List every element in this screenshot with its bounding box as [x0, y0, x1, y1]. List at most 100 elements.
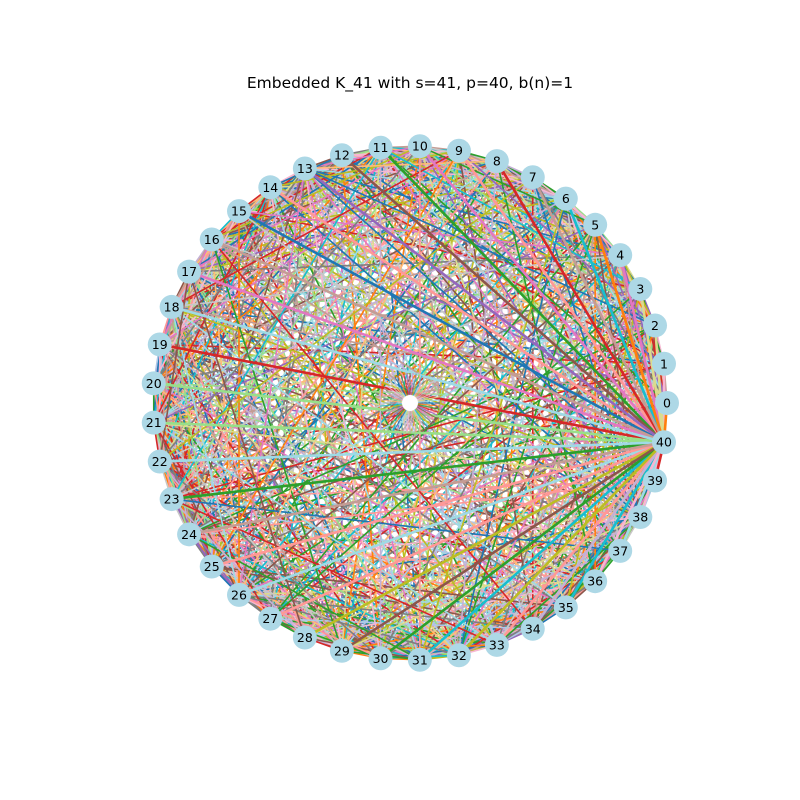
- edge-4-33: [496, 254, 622, 646]
- edge-10-40: [418, 144, 666, 444]
- hub-spoke: [414, 387, 437, 401]
- edge-7-25: [210, 176, 534, 568]
- hub-spoke: [394, 407, 408, 430]
- edge-1-31: [419, 362, 665, 661]
- edge-12-40: [340, 153, 666, 444]
- node-label: 2: [651, 318, 659, 333]
- edge-26-36: [238, 580, 596, 596]
- edge-14-38: [269, 186, 642, 518]
- node-label: 8: [493, 154, 501, 169]
- hub-spoke: [413, 407, 429, 428]
- node-35: 35: [553, 595, 578, 620]
- hub-spoke: [415, 403, 440, 410]
- node-circle: [446, 643, 471, 668]
- hub-spoke: [413, 407, 431, 426]
- edge-2-27: [269, 324, 656, 620]
- edge-16-28: [210, 238, 306, 639]
- node-label: 7: [529, 170, 537, 185]
- node-label: 18: [164, 299, 180, 314]
- node-3: 3: [628, 276, 653, 301]
- edge-21-40: [152, 421, 666, 444]
- edge-0-7: [531, 176, 668, 404]
- edge-14-40: [268, 185, 666, 444]
- node-2: 2: [643, 313, 668, 338]
- node-circle: [147, 332, 172, 357]
- edge-8-40: [495, 159, 666, 444]
- edge-23-32: [170, 498, 460, 657]
- edge-5-40: [593, 223, 666, 444]
- edge-16-33: [210, 238, 498, 646]
- edge-20-37: [152, 382, 622, 552]
- hub-spoke: [410, 408, 417, 433]
- node-13: 13: [292, 156, 317, 181]
- node-label: 33: [489, 637, 505, 652]
- edge-20-36: [152, 382, 596, 583]
- edge-23-40: [170, 440, 666, 501]
- edge-29-40: [340, 440, 666, 653]
- node-circle: [227, 582, 252, 607]
- hub-spoke: [380, 403, 405, 410]
- node-layer: 0123456789101112131415161718192021222324…: [141, 134, 679, 672]
- node-label: 37: [612, 543, 628, 558]
- edge-6-9: [458, 149, 567, 200]
- figure-title: Embedded K_41 with s=41, p=40, b(n)=1: [247, 74, 573, 93]
- hub-spoke: [389, 407, 407, 426]
- hub-spoke: [415, 390, 438, 402]
- node-circle: [628, 505, 653, 530]
- hub-spoke: [406, 373, 410, 398]
- edge-13-40: [303, 167, 666, 444]
- node-circle: [329, 143, 354, 168]
- node-label: 6: [562, 191, 570, 206]
- edge-3-11: [379, 146, 642, 290]
- hub-spoke: [411, 408, 423, 431]
- hub-spoke: [403, 373, 410, 398]
- node-15: 15: [227, 199, 252, 224]
- edge-8-32: [458, 160, 498, 657]
- node-23: 23: [159, 487, 184, 512]
- edge-8-36: [496, 160, 596, 583]
- edge-4-17: [188, 254, 622, 273]
- edge-27-36: [269, 580, 596, 620]
- edge-11-40: [379, 146, 666, 444]
- edge-34-39: [531, 479, 656, 630]
- edge-2-18: [170, 306, 656, 327]
- hub-spoke: [380, 399, 405, 403]
- hub-spoke: [397, 375, 409, 398]
- edge-1-25: [210, 362, 665, 568]
- hub-spoke: [400, 408, 409, 432]
- hub-spoke: [400, 374, 409, 398]
- edge-9-18: [170, 149, 460, 308]
- edge-5-30: [379, 223, 596, 660]
- node-label: 32: [451, 648, 467, 663]
- node-25: 25: [199, 554, 224, 579]
- edge-23-33: [170, 498, 498, 646]
- edge-10-34: [419, 145, 534, 630]
- node-19: 19: [147, 332, 172, 357]
- hub-spoke: [383, 387, 406, 401]
- edge-37-40: [618, 440, 666, 553]
- node-circle: [368, 135, 393, 160]
- hub-spoke: [412, 407, 426, 430]
- node-28: 28: [292, 625, 317, 650]
- hub-spoke: [403, 408, 410, 433]
- node-14: 14: [258, 175, 283, 200]
- node-20: 20: [141, 371, 166, 396]
- node-label: 21: [146, 415, 162, 430]
- edge-13-22: [158, 167, 306, 463]
- hub-spoke: [415, 399, 440, 403]
- hub-spoke: [394, 376, 408, 399]
- node-circle: [643, 313, 668, 338]
- node-circle: [628, 276, 653, 301]
- edge-5-14: [269, 186, 596, 226]
- edge-32-40: [457, 440, 666, 657]
- edge-30-38: [379, 516, 642, 660]
- edge-25-35: [210, 565, 567, 609]
- hub-spoke: [411, 374, 420, 398]
- node-label: 11: [373, 140, 389, 155]
- edge-24-36: [188, 533, 596, 583]
- node-30: 30: [368, 646, 393, 671]
- hub-spoke: [397, 408, 409, 431]
- node-circle: [655, 391, 679, 415]
- node-circle: [147, 449, 172, 474]
- node-label: 29: [334, 643, 350, 658]
